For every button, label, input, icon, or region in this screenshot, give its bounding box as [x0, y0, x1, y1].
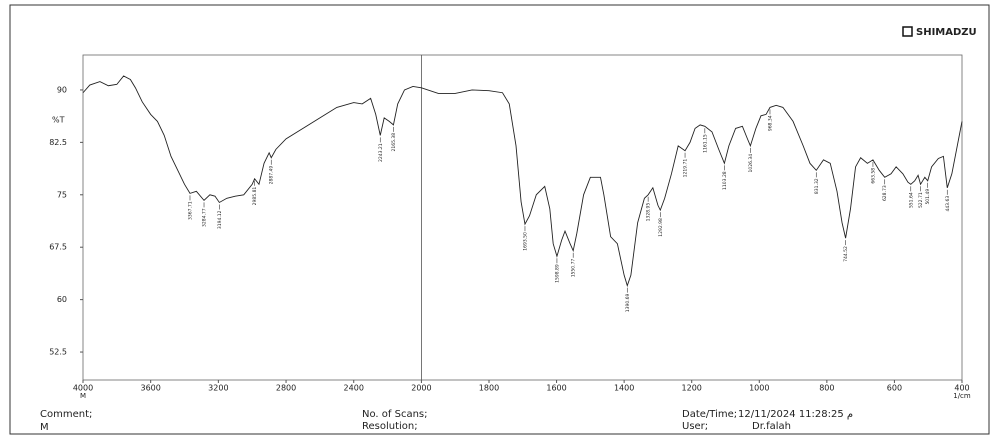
x-tick-label: 1600 — [546, 384, 566, 393]
x-tick-label: 2000 — [411, 384, 431, 393]
x-axis-label-left: M — [80, 392, 86, 400]
peak-label: 522.71 — [918, 192, 924, 208]
y-tick-label: 82.5 — [49, 138, 67, 147]
comment: M — [40, 422, 49, 433]
peak-label: 1550.77 — [571, 259, 577, 278]
peak-label: 1328.95 — [646, 203, 652, 222]
y-tick-label: 75 — [57, 190, 67, 199]
y-tick-label: 67.5 — [49, 243, 67, 252]
x-tick-label: 4000 — [73, 384, 93, 393]
peak-label: 1693.50 — [522, 232, 528, 251]
peak-label: 2165.38 — [391, 133, 397, 152]
y-tick-label: 60 — [57, 295, 67, 304]
x-tick-label: 2800 — [276, 384, 296, 393]
peak-label: 551.64 — [908, 192, 914, 208]
peak-label: 1161.15 — [702, 134, 708, 153]
peak-label: 968.34 — [767, 115, 773, 131]
y-tick-label: 90 — [57, 85, 67, 94]
brand: SHIMADZU — [916, 27, 977, 38]
x-tick-label: 400 — [954, 384, 969, 393]
peak-label: 1103.28 — [722, 171, 728, 190]
y-axis-label: %T — [52, 116, 65, 125]
peak-label: 443.63 — [945, 196, 951, 212]
peak-label: 3284.77 — [202, 208, 208, 227]
x-tick-label: 600 — [887, 384, 902, 393]
peak-label: 744.52 — [843, 246, 849, 262]
peak-label: 831.32 — [814, 178, 820, 194]
date: 12/11/2024 11:28:25 م — [738, 409, 853, 420]
peak-label: 3367.71 — [187, 201, 193, 220]
x-tick-label: 3600 — [141, 384, 161, 393]
scans-label: No. of Scans; — [362, 409, 428, 420]
peak-label: 628.73 — [882, 185, 888, 201]
x-tick-label: 3200 — [208, 384, 228, 393]
peak-label: 2243.21 — [378, 143, 384, 162]
resolution-label: Resolution; — [362, 421, 418, 432]
x-tick-label: 1800 — [479, 384, 499, 393]
peak-label: 663.58 — [870, 168, 876, 184]
x-tick-label: 1400 — [614, 384, 634, 393]
peak-label: 1390.69 — [625, 294, 631, 313]
peak-label: 1292.98 — [658, 218, 664, 237]
peak-label: 1026.34 — [748, 154, 754, 173]
peak-label: 1219.71 — [683, 159, 689, 178]
x-axis-label: 1/cm — [953, 392, 971, 400]
comment-label: Comment; — [40, 409, 92, 420]
user: Dr.falah — [752, 421, 791, 432]
date-label: Date/Time; — [682, 409, 737, 420]
y-tick-label: 52.5 — [49, 348, 67, 357]
logo-icon — [902, 26, 913, 37]
frame — [9, 4, 990, 435]
spectrum — [82, 75, 963, 288]
peak-label: 1598.89 — [554, 264, 560, 283]
x-tick-label: 800 — [819, 384, 834, 393]
peak-label: 3194.12 — [217, 210, 223, 229]
x-tick-label: 2400 — [344, 384, 364, 393]
plot-area — [82, 54, 963, 381]
x-tick-label: 1200 — [682, 384, 702, 393]
peak-label: 501.49 — [925, 189, 931, 205]
user-label: User; — [682, 421, 708, 432]
peak-label: 2985.81 — [252, 187, 258, 206]
x-tick-label: 1000 — [749, 384, 769, 393]
peak-label: 2887.49 — [269, 166, 275, 185]
